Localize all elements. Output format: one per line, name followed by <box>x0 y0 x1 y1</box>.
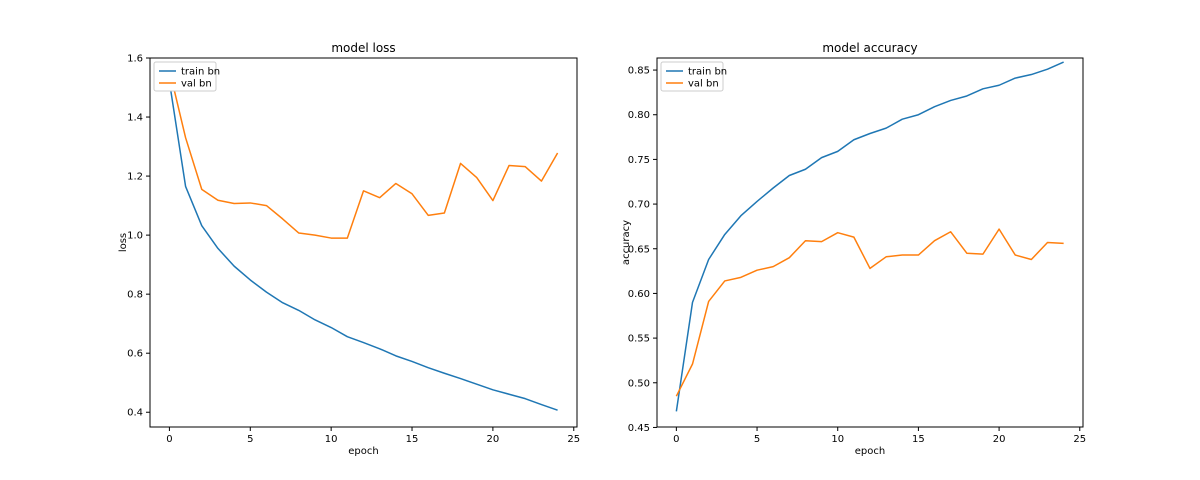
x-axis-label: epoch <box>855 446 885 457</box>
x-tick-label: 5 <box>754 434 760 445</box>
y-axis-label: loss <box>118 233 129 252</box>
series-line-val-bn <box>675 228 1064 397</box>
y-tick-label: 1.6 <box>127 54 143 65</box>
x-axis-label: epoch <box>348 446 378 457</box>
y-tick-label: 0.6 <box>127 349 143 360</box>
y-tick-label: 0.70 <box>628 200 650 211</box>
y-tick-label: 0.55 <box>628 334 650 345</box>
plot-frame <box>656 57 1084 428</box>
legend-label: val bn <box>181 79 212 90</box>
y-tick-label: 1.2 <box>127 172 143 183</box>
x-tick-label: 15 <box>406 434 419 445</box>
y-tick-label: 0.85 <box>628 66 650 77</box>
legend-label: train bn <box>181 67 220 78</box>
chart-title: model accuracy <box>822 41 917 55</box>
x-tick-label: 20 <box>487 434 500 445</box>
chart-title: model loss <box>331 41 395 55</box>
series-line-val-bn <box>168 69 559 239</box>
x-tick-label: 0 <box>166 434 172 445</box>
y-tick-label: 0.60 <box>628 289 650 300</box>
y-tick-label: 0.80 <box>628 110 650 121</box>
y-tick-label: 0.75 <box>628 155 650 166</box>
series-line-train-bn <box>168 81 558 411</box>
x-tick-label: 5 <box>247 434 253 445</box>
x-tick-label: 20 <box>993 434 1006 445</box>
series-line-train-bn <box>675 61 1064 412</box>
y-axis-label: accuracy <box>621 220 632 265</box>
x-tick-label: 25 <box>567 434 580 445</box>
y-tick-label: 0.45 <box>628 423 650 434</box>
x-tick-label: 0 <box>673 434 679 445</box>
legend-label: val bn <box>688 79 719 90</box>
loss-chart: 0 5 10 15 20 25 0.4 0.6 0.8 1.0 1.2 1.4 1.6 model los… <box>118 41 580 457</box>
y-tick-label: 1.0 <box>127 231 143 242</box>
legend-label: train bn <box>688 67 727 78</box>
y-tick-label: 0.8 <box>127 290 143 301</box>
x-tick-label: 25 <box>1073 434 1086 445</box>
y-tick-label: 0.4 <box>127 408 143 419</box>
y-tick-label: 0.50 <box>628 378 650 389</box>
y-tick-label: 1.4 <box>127 113 143 124</box>
x-tick-label: 10 <box>831 434 844 445</box>
accuracy-chart: 0 5 10 15 20 25 0.45 0.50 0.55 0.60 0.65 0.70 0.75 0.… <box>621 41 1086 457</box>
x-tick-label: 15 <box>912 434 925 445</box>
y-tick-label: 0.65 <box>628 244 650 255</box>
x-tick-label: 10 <box>325 434 338 445</box>
plot-frame <box>149 57 578 428</box>
